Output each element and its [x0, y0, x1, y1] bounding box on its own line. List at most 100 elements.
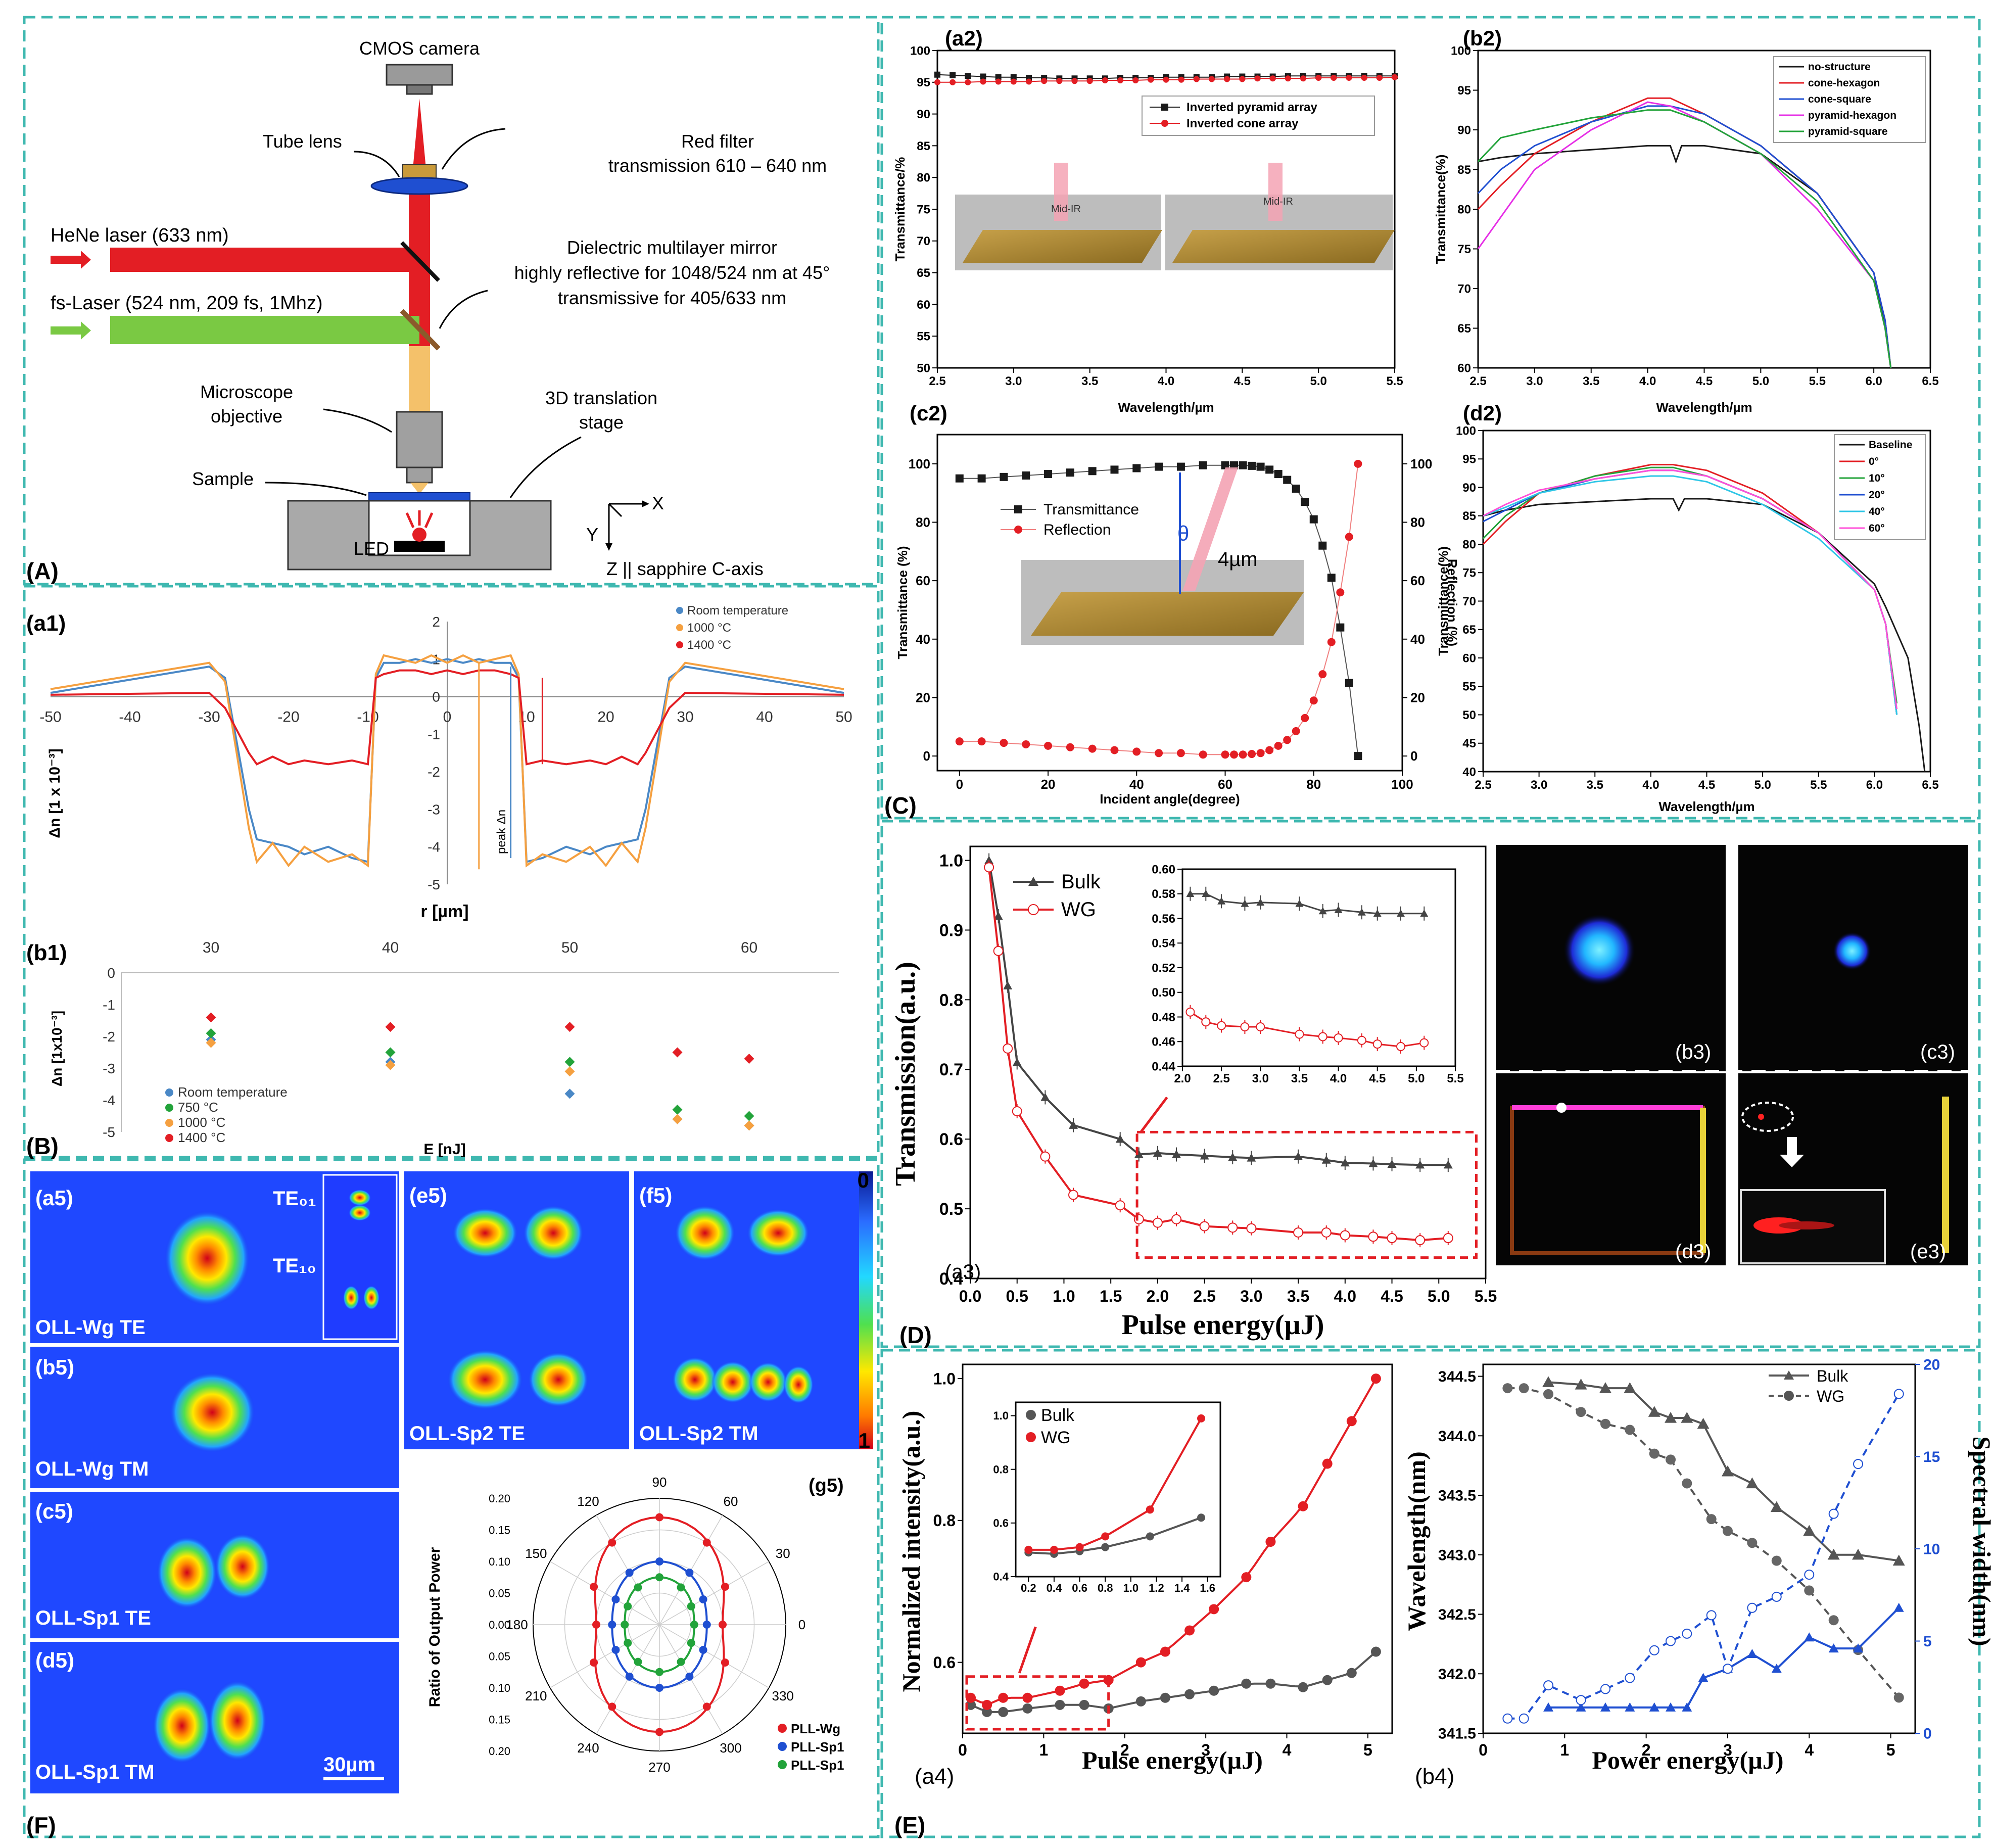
- c2-point: [1044, 741, 1053, 750]
- a3-point: [1246, 1223, 1257, 1234]
- tag-e5: (e5): [409, 1183, 447, 1207]
- a1-x-tick-label: 50: [835, 709, 852, 726]
- a2-point: [1193, 76, 1200, 82]
- b4-wg-width-point: [1649, 1645, 1659, 1655]
- a2-point: [1178, 76, 1184, 83]
- b1-point: [385, 1047, 396, 1058]
- focus-cone: [410, 483, 429, 494]
- a4-inset-point: [1101, 1532, 1110, 1541]
- d2-legend-label: 0°: [1869, 456, 1879, 467]
- a3-inset-point: [1420, 909, 1429, 917]
- b4-bulk-point: [1803, 1525, 1816, 1536]
- a4-point: [1370, 1646, 1381, 1657]
- d2-y-tick-label: 45: [1462, 737, 1476, 750]
- hene-arrow: [51, 251, 91, 269]
- a4-fit-line: [970, 1378, 1377, 1704]
- b4-wg-point: [1576, 1407, 1586, 1417]
- a3-x-tick-label: 1.5: [1100, 1287, 1122, 1305]
- tag-a3: (a3): [945, 1261, 981, 1283]
- b1-point: [385, 1060, 396, 1070]
- a2-point: [1071, 78, 1078, 84]
- panel-c: (a2) 2.5 3.0 3.5 4.0 4.5 5.0 5.5 100 95 90 85 80 75 7…: [884, 26, 1939, 819]
- b4-bulk-point: [1624, 1382, 1636, 1393]
- a4-point: [1346, 1416, 1357, 1427]
- a2-point: [1163, 76, 1169, 83]
- g5-point: [608, 1621, 616, 1629]
- a2-point: [1117, 77, 1123, 84]
- b1-point: [206, 1037, 216, 1048]
- b4-wg-point: [1625, 1425, 1635, 1435]
- a2-point: [1269, 75, 1276, 82]
- a2-point: [1392, 74, 1398, 80]
- a1-xlabel: r [µm]: [420, 902, 468, 921]
- b4-bulk-point: [1665, 1411, 1677, 1423]
- b1-point: [564, 1022, 575, 1032]
- a2-point: [1254, 75, 1261, 82]
- objective-tip: [406, 466, 433, 484]
- a4-inset-point: [1146, 1532, 1154, 1541]
- tag-b4: (b4): [1415, 1764, 1454, 1789]
- g5-legend-marker: [778, 1742, 787, 1751]
- a3-inset-x-tick-label: 2.0: [1174, 1072, 1191, 1085]
- a3-point: [984, 856, 994, 864]
- g5-legend-marker: [778, 1724, 787, 1733]
- b1-point: [744, 1120, 754, 1131]
- b4-bulk-width-point: [1666, 1702, 1676, 1712]
- g5-angle-label: 0: [798, 1617, 805, 1632]
- image-e3: (e3): [1738, 1073, 1968, 1265]
- a2-point: [1224, 76, 1230, 82]
- tag-c2: (c2): [910, 401, 947, 425]
- c2-point: [1132, 464, 1141, 472]
- g5-point: [592, 1621, 600, 1629]
- c2-point: [1318, 670, 1327, 679]
- panel-tag-A: (A): [26, 558, 59, 584]
- a3-inset-point: [1256, 898, 1265, 906]
- stage-arrow: [509, 436, 582, 498]
- a3-inset-point: [1256, 1022, 1265, 1031]
- tile-a5: (a5) TE₀₁ TE₁₀ OLL-Wg TE: [30, 1171, 399, 1343]
- b4-wg-width-point: [1576, 1695, 1586, 1705]
- a3-xlabel: Pulse energy(µJ): [1122, 1309, 1324, 1341]
- a3-point: [1321, 1227, 1332, 1238]
- tag-g5: (g5): [809, 1475, 844, 1496]
- a3-inset-point: [1295, 899, 1304, 907]
- hene-label: HeNe laser (633 nm): [51, 225, 229, 246]
- a3-point: [1443, 1233, 1453, 1244]
- a4-point: [1241, 1572, 1252, 1583]
- b4-wg-point: [1682, 1478, 1692, 1489]
- b2-x-tick-label: 5.5: [1809, 374, 1826, 388]
- a4-inset-y-tick-label: 1.0: [993, 1409, 1009, 1422]
- a3-y-tick-label: 1.0: [939, 851, 963, 870]
- objective-label-2: objective: [211, 406, 282, 427]
- a2-point: [1010, 78, 1017, 85]
- a3-inset-y-tick-label: 0.54: [1152, 937, 1175, 951]
- a2-y-tick-label: 75: [917, 203, 930, 216]
- a3-point: [1199, 1221, 1210, 1231]
- b4-wg-point: [1600, 1418, 1610, 1429]
- a1-x-tick-label: 20: [597, 709, 614, 726]
- a3-point: [1227, 1222, 1238, 1233]
- b2-y-tick-label: 65: [1457, 322, 1471, 336]
- stage-label-2: stage: [579, 412, 624, 433]
- a3-point: [1387, 1233, 1397, 1244]
- objective-label-1: Microscope: [200, 382, 293, 402]
- c2-y2-tick-label: 40: [1410, 632, 1425, 647]
- b4-wg-point: [1771, 1555, 1782, 1566]
- b1-legend-marker: [165, 1119, 173, 1127]
- a2-point: [1041, 78, 1048, 84]
- c2-legend-marker: [1014, 526, 1022, 534]
- a3-inset-y-tick-label: 0.46: [1152, 1035, 1175, 1049]
- a2-y-tick-label: 85: [917, 139, 930, 153]
- b1-point: [564, 1057, 575, 1067]
- chart-d2: 2.5 3.0 3.5 4.0 4.5 5.0 5.5 6.0 6.5 100 95 90 85 80 75…: [1436, 424, 1939, 814]
- te10-label: TE₁₀: [273, 1255, 316, 1277]
- b4-bulk-width-point: [1682, 1702, 1692, 1712]
- b4-bulk-width-point: [1893, 1602, 1904, 1612]
- chart-g5: 90603003303002702402101801501200.200.150…: [489, 1475, 844, 1775]
- c2-point: [977, 737, 986, 746]
- panel-b: (a1) -50 -40 -30 -20 -10 0 10 20 30 40 50210-1-2-3…: [26, 604, 852, 1159]
- a2-point: [1361, 75, 1367, 81]
- b1-legend-label: 750 °C: [178, 1100, 218, 1115]
- mirror-label-3: transmissive for 405/633 nm: [558, 288, 786, 308]
- b1-legend-marker: [165, 1134, 173, 1142]
